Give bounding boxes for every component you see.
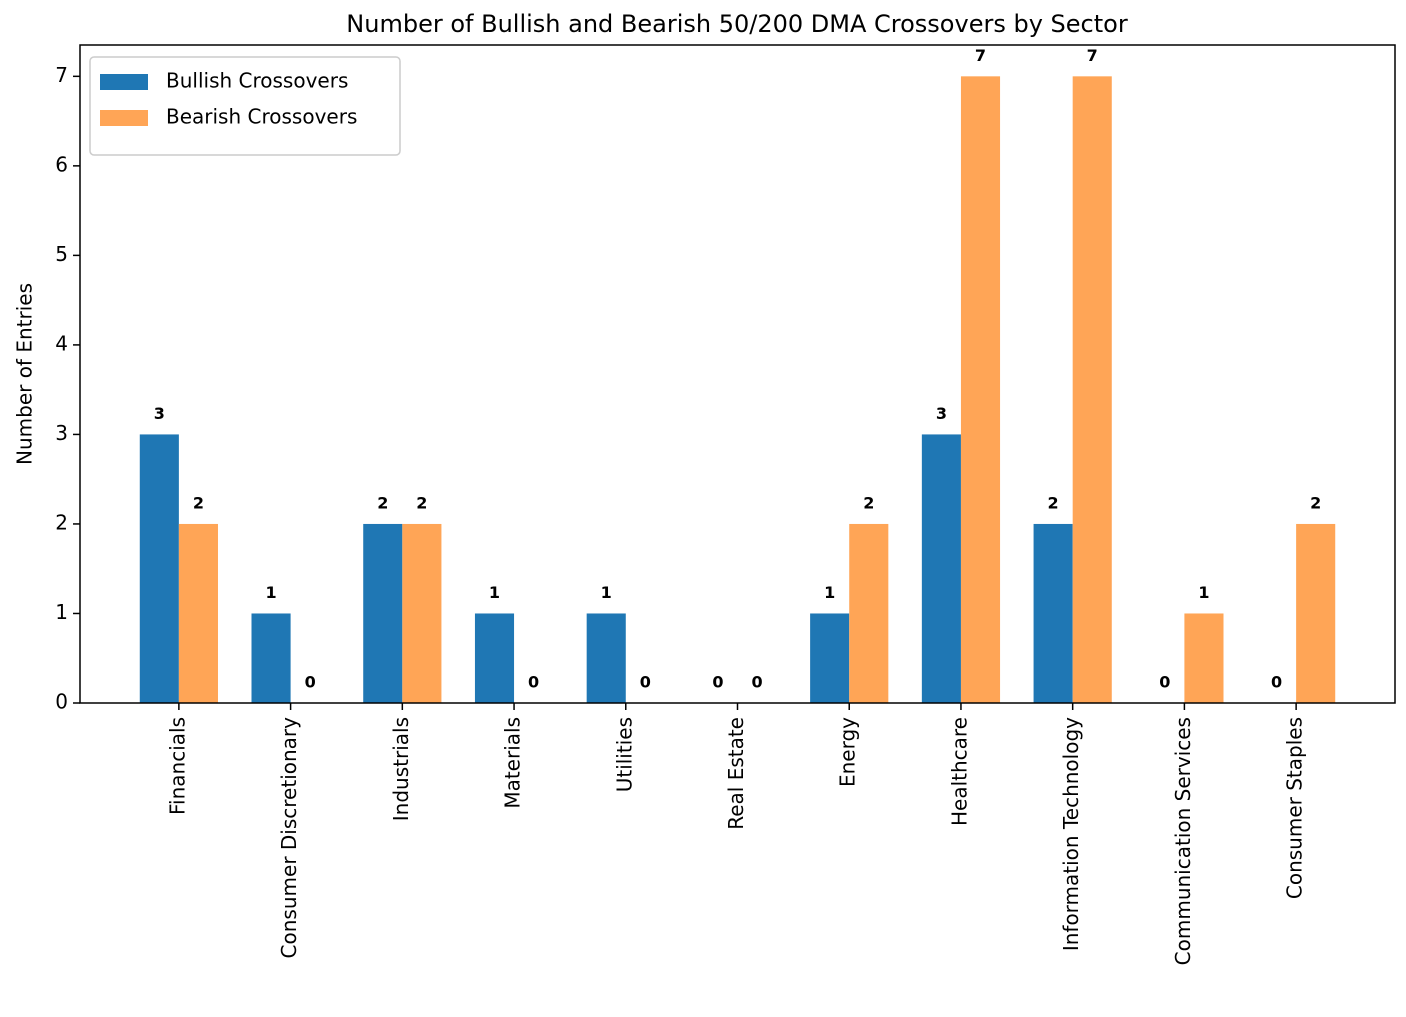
bar (1033, 523, 1073, 703)
value-label: 1 (824, 583, 835, 602)
legend: Bullish Crossovers Bearish Crossovers (89, 56, 401, 156)
x-tick-label: Real Estate (724, 717, 748, 830)
value-label: 7 (975, 46, 986, 65)
bar (921, 434, 961, 703)
bar (139, 434, 179, 703)
legend-label: Bullish Crossovers (166, 69, 348, 93)
value-label: 7 (1087, 46, 1098, 65)
bar (810, 613, 850, 703)
y-tick-label: 3 (55, 421, 68, 445)
value-label: 1 (265, 583, 276, 602)
value-label: 2 (193, 493, 204, 512)
value-label: 0 (1271, 673, 1282, 692)
value-label: 1 (1198, 583, 1209, 602)
value-label: 3 (936, 404, 947, 423)
chart-title: Number of Bullish and Bearish 50/200 DMA… (346, 10, 1128, 38)
value-label: 0 (1159, 673, 1170, 692)
value-label: 2 (416, 493, 427, 512)
bar (1072, 76, 1112, 704)
value-label: 2 (377, 493, 388, 512)
bar (1184, 613, 1224, 703)
y-tick-label: 4 (55, 331, 68, 355)
value-label: 0 (528, 673, 539, 692)
value-label: 0 (712, 673, 723, 692)
legend-swatch (100, 110, 148, 126)
x-tick-label: Healthcare (947, 717, 971, 826)
bar (849, 523, 889, 703)
x-tick-label: Industrials (389, 717, 413, 821)
legend-frame (89, 56, 401, 156)
y-tick-label: 1 (55, 600, 68, 624)
plot-frame (79, 44, 1396, 704)
x-tick-label: Energy (836, 717, 860, 787)
legend-label: Bearish Crossovers (166, 105, 357, 129)
value-label: 2 (863, 493, 874, 512)
value-label: 2 (1310, 493, 1321, 512)
bar (1296, 523, 1336, 703)
y-tick-label: 5 (55, 242, 68, 266)
bar (586, 613, 626, 703)
x-tick-label: Communication Services (1171, 717, 1195, 965)
x-tick-label: Utilities (612, 717, 636, 792)
value-label: 1 (601, 583, 612, 602)
value-label: 0 (305, 673, 316, 692)
bar (178, 523, 218, 703)
value-label: 1 (489, 583, 500, 602)
x-tick-label: Consumer Discretionary (277, 717, 301, 959)
value-label: 3 (154, 404, 165, 423)
bar (474, 613, 515, 703)
y-axis-label: Number of Entries (13, 283, 37, 465)
bar (363, 523, 403, 703)
y-tick-label: 2 (55, 510, 68, 534)
x-tick-label: Information Technology (1059, 717, 1083, 951)
x-tick-label: Financials (165, 717, 189, 815)
y-tick-label: 7 (55, 63, 68, 87)
y-tick-label: 0 (55, 690, 68, 714)
bar (402, 523, 442, 703)
bar (251, 613, 291, 703)
legend-swatch (100, 74, 148, 90)
bar (960, 76, 1001, 704)
y-tick-label: 6 (55, 152, 68, 176)
value-label: 0 (751, 673, 762, 692)
x-tick-label: Consumer Staples (1283, 717, 1307, 899)
value-label: 2 (1048, 493, 1059, 512)
x-tick-label: Materials (501, 717, 525, 809)
value-label: 0 (640, 673, 651, 692)
